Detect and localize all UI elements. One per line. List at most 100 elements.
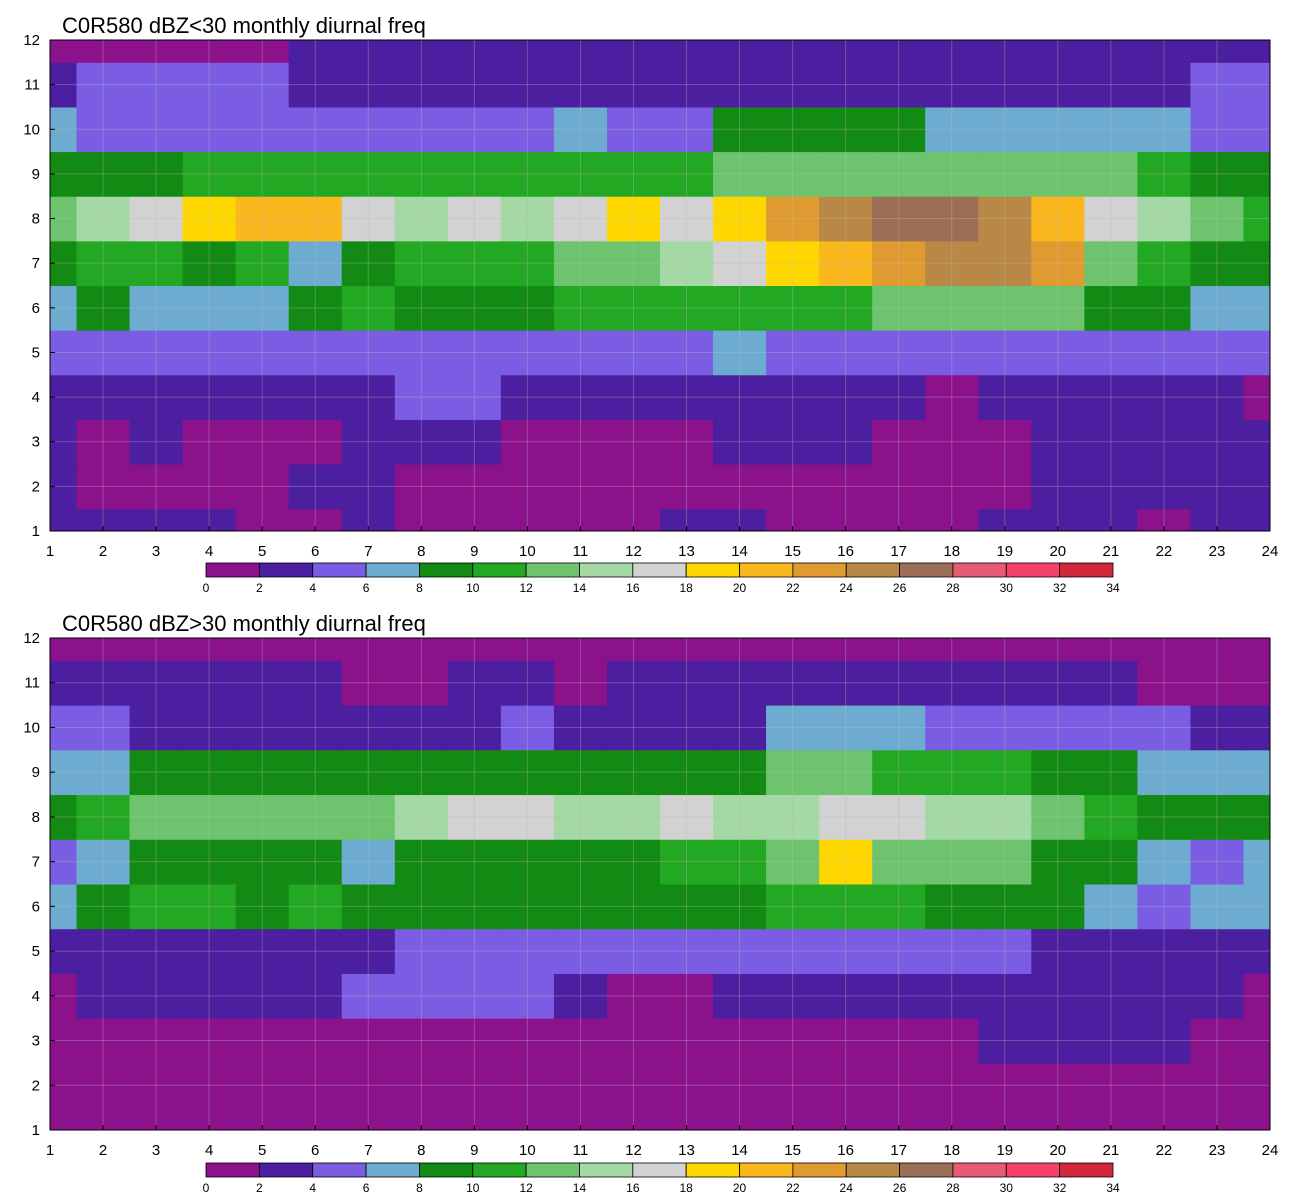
colorbar-swatch [472, 562, 527, 578]
heatmap-cell [447, 419, 502, 465]
heatmap-cell [76, 464, 131, 510]
heatmap-cell [288, 973, 343, 1019]
heatmap-cell [1137, 928, 1191, 974]
heatmap-cell [766, 928, 820, 974]
heatmap-cell [1084, 1018, 1138, 1064]
heatmap-cell [1137, 374, 1191, 420]
heatmap-cell [129, 419, 184, 465]
heatmap-cell [713, 240, 767, 286]
x-tick-label: 9 [470, 543, 478, 560]
heatmap-cell [76, 638, 131, 661]
heatmap-cell [500, 62, 555, 108]
heatmap-cell [235, 884, 290, 930]
colorbar-tick-label: 26 [893, 581, 907, 595]
x-tick-label: 24 [1262, 543, 1279, 560]
heatmap-cell [1031, 705, 1085, 751]
colorbar-swatch [579, 562, 634, 578]
heatmap-cell [288, 1018, 343, 1064]
heatmap-cell [553, 973, 608, 1019]
heatmap-cell [925, 240, 979, 286]
colorbar-swatch [792, 562, 847, 578]
heatmap-cell [1243, 508, 1270, 531]
heatmap-cell [925, 660, 979, 706]
x-tick-label: 14 [731, 543, 748, 560]
x-tick-label: 3 [152, 543, 160, 560]
colorbar-swatch [205, 562, 260, 578]
heatmap-cell [872, 330, 926, 376]
heatmap-cell [1243, 151, 1270, 197]
heatmap-cell [500, 240, 555, 286]
heatmap-cell [76, 839, 131, 885]
heatmap-cell [1190, 374, 1244, 420]
heatmap-cell [394, 660, 449, 706]
heatmap-cell [1084, 973, 1138, 1019]
heatmap-cell [1031, 330, 1085, 376]
colorbar-tick-label: 8 [416, 581, 423, 595]
heatmap-cell [447, 660, 502, 706]
chart-title: C0R580 dBZ<30 monthly diurnal freq [62, 13, 426, 38]
heatmap-cell [235, 464, 290, 510]
heatmap-cell [1243, 40, 1270, 63]
heatmap-cell [235, 151, 290, 197]
heatmap-cell [1031, 374, 1085, 420]
heatmap-cell [766, 884, 820, 930]
x-axis-ticks: 1 2 3 4 5 6 7 8 9 10 11 12 13 14 15 16 17 18 19 20 21 22 23 24 [46, 1125, 1278, 1159]
colorbar-tick-label: 18 [679, 1181, 693, 1195]
y-tick-label: 9 [32, 764, 40, 781]
heatmap-cell [713, 638, 767, 661]
heatmap-cell [766, 106, 820, 153]
colorbar-tick-label: 4 [309, 581, 316, 595]
heatmap-cell [660, 638, 714, 661]
heatmap-cell [660, 660, 714, 706]
y-tick-label: 1 [32, 523, 40, 540]
colorbar-tick-label: 14 [573, 1181, 587, 1195]
heatmap-cell [1084, 151, 1138, 197]
heatmap-cell [660, 1062, 714, 1109]
heatmap-cell [925, 508, 979, 531]
heatmap-cell [925, 749, 979, 796]
x-tick-label: 11 [573, 1142, 589, 1159]
heatmap-cell [606, 374, 661, 420]
heatmap-cell [288, 839, 343, 885]
heatmap-cell [1137, 794, 1191, 840]
colorbar-tick-label: 28 [946, 1181, 960, 1195]
heatmap-cell [606, 705, 661, 751]
heatmap-cell [1084, 638, 1138, 661]
heatmap-cell [713, 196, 767, 242]
heatmap-cell [1243, 1107, 1270, 1130]
heatmap-cell [447, 196, 502, 242]
heatmap-cell [182, 374, 237, 420]
heatmap-cell [288, 419, 343, 465]
x-tick-label: 3 [152, 1142, 160, 1159]
heatmap-cell [394, 464, 449, 510]
heatmap-cell [1137, 419, 1191, 465]
heatmap-cell [1031, 464, 1085, 510]
heatmap-cell [1190, 839, 1244, 885]
heatmap-cell [341, 705, 396, 751]
heatmap-cell [182, 151, 237, 197]
heatmap-cell [182, 330, 237, 376]
y-tick-label: 7 [32, 854, 40, 871]
colorbar-swatch [579, 1162, 634, 1178]
heatmap-cell [606, 1062, 661, 1109]
heatmap-cell [872, 285, 926, 331]
heatmap-cell [394, 749, 449, 796]
heatmap-cell [447, 884, 502, 930]
x-tick-label: 2 [99, 1142, 107, 1159]
heatmap-cell [872, 196, 926, 242]
heatmap-cell [660, 705, 714, 751]
colorbar-tick-label: 4 [309, 1181, 316, 1195]
heatmap-cell [1137, 973, 1191, 1019]
x-tick-label: 22 [1156, 1142, 1173, 1159]
heatmap-cell [553, 62, 608, 108]
heatmap-cell [925, 62, 979, 108]
heatmap-cell [182, 240, 237, 286]
heatmap-cell [288, 1107, 343, 1130]
y-tick-label: 2 [32, 478, 40, 495]
colorbar-tick-label: 22 [786, 581, 800, 595]
heatmap-cell [129, 1107, 184, 1130]
heatmap-cell [394, 884, 449, 930]
heatmap-cell [1084, 749, 1138, 796]
heatmap-cell [872, 40, 926, 63]
